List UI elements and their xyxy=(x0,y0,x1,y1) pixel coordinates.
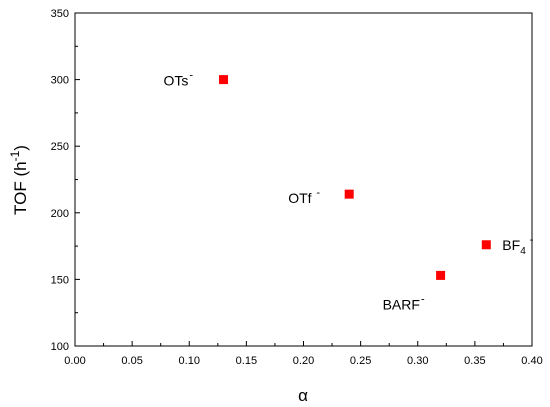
x-axis-ticks: 0.00 0.05 0.10 0.15 0.20 0.25 0.30 0.35 0.40 xyxy=(64,341,543,367)
y-tick-label: 350 xyxy=(51,8,69,20)
y-tick-label: 100 xyxy=(51,341,69,353)
x-tick-label: 0.25 xyxy=(350,355,371,367)
x-tick-label: 0.35 xyxy=(464,355,485,367)
x-tick-label: 0.00 xyxy=(64,355,85,367)
x-tick-label: 0.20 xyxy=(293,355,314,367)
x-tick-label: 0.30 xyxy=(407,355,428,367)
x-axis-title: α xyxy=(298,386,308,405)
y-tick-label: 300 xyxy=(51,75,69,87)
y-axis-title: TOF (h-1) xyxy=(8,145,30,215)
point-label: BF4- xyxy=(502,234,533,257)
x-tick-label: 0.05 xyxy=(121,355,142,367)
data-points xyxy=(219,75,491,280)
point-labels: OTs- OTf - BF4- BARF- xyxy=(164,70,534,313)
point-label: OTs- xyxy=(164,70,194,89)
x-tick-label: 0.15 xyxy=(236,355,257,367)
y-tick-label: 250 xyxy=(51,141,69,153)
point-label: BARF- xyxy=(383,293,425,312)
data-point xyxy=(481,240,491,250)
plot-frame xyxy=(74,12,533,347)
data-point xyxy=(344,189,354,199)
x-tick-label: 0.40 xyxy=(521,355,542,367)
y-tick-label: 150 xyxy=(51,274,69,286)
y-axis-ticks: 100 150 200 250 300 350 xyxy=(51,8,80,353)
point-label: OTf - xyxy=(288,187,320,206)
data-point xyxy=(436,270,446,280)
y-tick-label: 200 xyxy=(51,208,69,220)
x-tick-label: 0.10 xyxy=(179,355,200,367)
data-point xyxy=(219,75,229,85)
